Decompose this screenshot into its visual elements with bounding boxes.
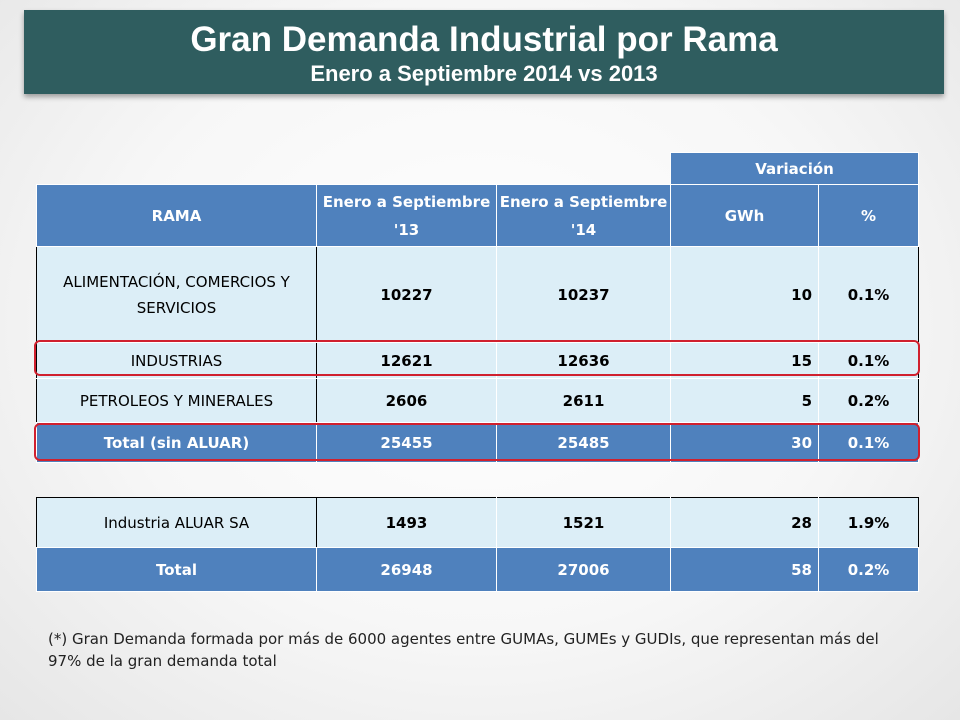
value-2014-cell: 27006 — [496, 547, 671, 592]
rama-cell: Industria ALUAR SA — [36, 497, 317, 548]
col-2013-header: Enero a Septiembre '13 — [316, 184, 497, 247]
gwh-cell: 10 — [670, 246, 820, 343]
value-2013-cell: 10227 — [316, 246, 497, 343]
pct-cell: 0.1% — [818, 246, 920, 343]
total-row: Total 26948 27006 58 0.2% — [36, 547, 919, 592]
gwh-cell: 5 — [670, 378, 820, 423]
pct-cell: 1.9% — [818, 497, 919, 548]
demand-table: Variación RAMA Enero a Septiembre '13 En… — [36, 152, 920, 463]
table-row: Industria ALUAR SA 1493 1521 28 1.9% — [36, 497, 919, 548]
value-2013-cell: 26948 — [316, 547, 497, 592]
title-banner: Gran Demanda Industrial por Rama Enero a… — [24, 10, 944, 94]
page-title: Gran Demanda Industrial por Rama — [190, 20, 778, 59]
table-row: PETROLEOS Y MINERALES 2606 2611 5 0.2% — [36, 378, 920, 423]
variation-header-row: Variación — [37, 152, 920, 185]
gwh-cell: 15 — [670, 342, 820, 379]
column-header-row: RAMA Enero a Septiembre '13 Enero a Sept… — [36, 184, 920, 247]
pct-cell: 0.1% — [818, 342, 920, 379]
value-2014-cell: 2611 — [495, 378, 672, 423]
rama-cell: Total — [36, 547, 317, 592]
value-2014-cell: 10237 — [495, 246, 672, 343]
subtotal-row: Total (sin ALUAR) 25455 25485 30 0.1% — [36, 422, 920, 463]
table-row: ALIMENTACIÓN, COMERCIOS Y SERVICIOS 1022… — [36, 246, 920, 343]
pct-cell: 0.2% — [818, 547, 919, 592]
rama-cell: ALIMENTACIÓN, COMERCIOS Y SERVICIOS — [36, 246, 317, 343]
table-row: INDUSTRIAS 12621 12636 15 0.1% — [36, 342, 920, 379]
gwh-cell: 28 — [670, 497, 819, 548]
value-2013-cell: 25455 — [316, 422, 497, 463]
subtotal-highlight — [34, 423, 920, 461]
pct-cell: 0.2% — [818, 378, 920, 423]
value-2013-cell: 1493 — [316, 497, 497, 548]
rama-cell: Total (sin ALUAR) — [36, 422, 317, 463]
footnote: (*) Gran Demanda formada por más de 6000… — [48, 630, 879, 670]
page-subtitle: Enero a Septiembre 2014 vs 2013 — [310, 61, 658, 86]
rama-cell: PETROLEOS Y MINERALES — [36, 378, 317, 423]
pct-header: % — [818, 184, 920, 247]
value-2014-cell: 25485 — [495, 422, 672, 463]
value-2013-cell: 2606 — [316, 378, 497, 423]
industrias-highlight — [34, 340, 920, 376]
rama-header: RAMA — [36, 184, 317, 247]
rama-cell: INDUSTRIAS — [36, 342, 317, 379]
value-2014-cell: 1521 — [496, 497, 671, 548]
aluar-table: Industria ALUAR SA 1493 1521 28 1.9% Tot… — [36, 497, 919, 592]
col-2014-header: Enero a Septiembre '14 — [495, 184, 672, 247]
gwh-cell: 30 — [670, 422, 820, 463]
gwh-header: GWh — [670, 184, 820, 247]
variation-header: Variación — [670, 152, 920, 185]
gwh-cell: 58 — [670, 547, 819, 592]
header-spacer — [37, 153, 671, 185]
